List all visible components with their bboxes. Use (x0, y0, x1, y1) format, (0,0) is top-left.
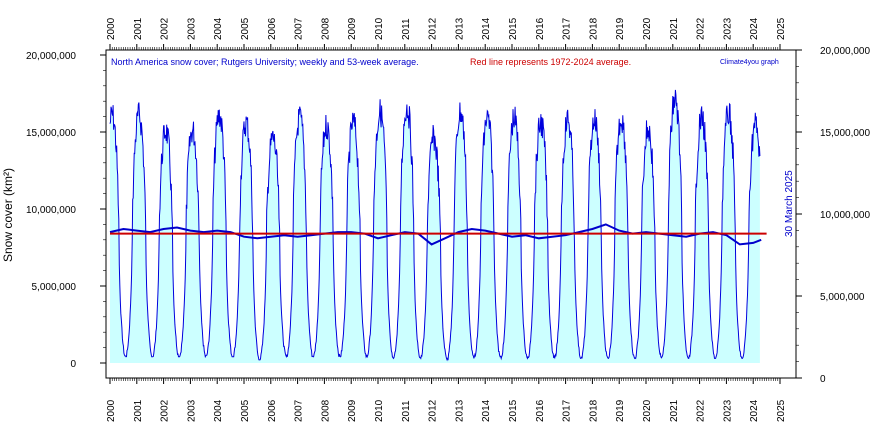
x-tick-label-bottom: 2005 (240, 399, 251, 422)
x-tick-label-bottom: 2010 (374, 399, 385, 422)
x-tick-label-top: 2005 (240, 17, 251, 40)
x-tick-label-top: 2021 (669, 17, 680, 40)
x-tick-label-top: 2002 (160, 17, 171, 40)
x-tick-label-bottom: 2001 (133, 399, 144, 422)
x-tick-label-bottom: 2008 (320, 399, 331, 422)
y-tick-label-left: 15,000,000 (26, 128, 76, 139)
y-tick-label-right: 15,000,000 (820, 128, 870, 139)
x-tick-label-top: 2001 (133, 17, 144, 40)
x-tick-label-top: 2004 (213, 17, 224, 40)
x-tick-label-bottom: 2003 (186, 399, 197, 422)
x-tick-label-bottom: 2007 (294, 399, 305, 422)
x-tick-label-bottom: 2002 (160, 399, 171, 422)
x-tick-label-bottom: 2021 (669, 399, 680, 422)
x-tick-label-bottom: 2018 (588, 399, 599, 422)
x-tick-label-bottom: 2011 (401, 400, 412, 422)
x-tick-label-top: 2000 (106, 17, 117, 40)
weekly-fill-layer (110, 89, 760, 364)
x-tick-label-top: 2009 (347, 17, 358, 40)
x-tick-label-bottom: 2023 (722, 399, 733, 422)
x-tick-label-top: 2013 (454, 17, 465, 40)
x-tick-label-bottom: 2017 (562, 399, 573, 422)
x-tick-label-top: 2007 (294, 17, 305, 40)
y-tick-label-left: 10,000,000 (26, 205, 76, 216)
y-tick-label-right: 20,000,000 (820, 46, 870, 57)
x-tick-label-top: 2025 (776, 17, 787, 40)
x-tick-label-bottom: 2000 (106, 399, 117, 422)
weekly-line (109, 89, 761, 362)
x-tick-label-top: 2011 (401, 18, 412, 40)
x-tick-label-top: 2018 (588, 17, 599, 40)
x-tick-label-bottom: 2024 (749, 399, 760, 422)
x-tick-label-bottom: 2019 (615, 399, 626, 422)
x-tick-label-top: 2019 (615, 17, 626, 40)
y-tick-label-right: 10,000,000 (820, 210, 870, 221)
x-tick-label-top: 2015 (508, 17, 519, 40)
x-tick-label-bottom: 2014 (481, 399, 492, 422)
x-tick-label-top: 2010 (374, 17, 385, 40)
weekly-area (110, 89, 760, 364)
x-tick-label-bottom: 2006 (267, 399, 278, 422)
weekly-line-layer (109, 89, 761, 362)
x-tick-label-bottom: 2022 (696, 399, 707, 422)
x-tick-label-bottom: 2009 (347, 399, 358, 422)
x-tick-label-bottom: 2025 (776, 399, 787, 422)
y-tick-label-right: 0 (820, 374, 826, 385)
x-tick-label-top: 2006 (267, 17, 278, 40)
x-tick-label-top: 2023 (722, 17, 733, 40)
chart-title-note: Red line represents 1972-2024 average. (470, 57, 631, 67)
credit-label: Climate4you graph (720, 59, 779, 66)
x-tick-label-top: 2012 (428, 17, 439, 40)
y-axis-label: Snow cover (km²) (1, 168, 15, 262)
x-tick-label-bottom: 2004 (213, 399, 224, 422)
date-label: 30 March 2025 (784, 170, 795, 237)
y-tick-label-left: 5,000,000 (32, 282, 77, 293)
x-tick-label-bottom: 2015 (508, 399, 519, 422)
x-tick-label-top: 2003 (186, 17, 197, 40)
x-tick-label-bottom: 2012 (428, 399, 439, 422)
chart-title: North America snow cover; Rutgers Univer… (111, 57, 419, 67)
x-tick-label-top: 2008 (320, 17, 331, 40)
y-tick-label-left: 20,000,000 (26, 51, 76, 62)
x-tick-label-top: 2016 (535, 17, 546, 40)
x-tick-label-top: 2014 (481, 17, 492, 40)
x-tick-label-bottom: 2016 (535, 399, 546, 422)
x-tick-label-top: 2022 (696, 17, 707, 40)
x-tick-label-top: 2017 (562, 17, 573, 40)
x-tick-label-bottom: 2013 (454, 399, 465, 422)
y-tick-label-right: 5,000,000 (820, 292, 865, 303)
x-tick-label-bottom: 2020 (642, 399, 653, 422)
axis-layer: 2000 2000 2001 2001 2002 2002 2003 2003 2004 2004… (26, 17, 871, 422)
y-tick-label-left: 0 (70, 359, 76, 370)
x-tick-label-top: 2020 (642, 17, 653, 40)
x-tick-label-top: 2024 (749, 17, 760, 40)
